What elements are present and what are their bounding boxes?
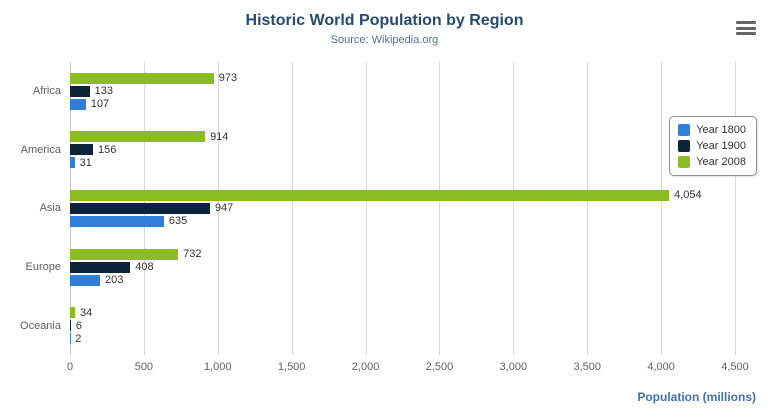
bar-row: 914: [70, 130, 735, 143]
hamburger-icon[interactable]: [736, 21, 756, 35]
gridline: [661, 62, 663, 355]
x-tick-label: 2,500: [425, 361, 454, 373]
bar-group-europe: Europe 732 408 203: [26, 238, 735, 297]
bar-africa-year-2008[interactable]: [70, 72, 214, 84]
bar-value-label: 133: [94, 85, 113, 98]
legend-swatch: [678, 140, 691, 152]
bar-value-label: 635: [168, 215, 188, 228]
bar-europe-year-1800[interactable]: [70, 274, 100, 286]
bar-europe-year-1900[interactable]: [70, 261, 131, 273]
bar-row: 31: [70, 156, 735, 169]
bar-row: 732: [70, 248, 735, 261]
bar-group-oceania: Oceania 34 6 2: [20, 296, 735, 355]
plot-area: Africa 973 133 107 America 914 156 31 Asia 4,054 9…: [20, 62, 736, 355]
bar-value-label: 34: [80, 306, 93, 319]
x-tick-label: 0: [66, 361, 74, 373]
chart-title: Historic World Population by Region: [245, 12, 524, 29]
bar-row: 34: [70, 306, 735, 319]
hamburger-bar: [736, 26, 756, 30]
bar-row: 6: [70, 319, 735, 332]
category-label: Europe: [25, 261, 61, 274]
hamburger-bar: [736, 32, 756, 35]
x-tick-label: 4,000: [647, 361, 675, 373]
bar-value-label: 914: [210, 130, 229, 143]
x-tick-label: 1,500: [277, 361, 306, 373]
category-label: Asia: [39, 202, 61, 215]
legend-label: Year 1900: [696, 140, 746, 152]
legend-label: Year 2008: [696, 156, 746, 168]
bar-oceania-year-2008[interactable]: [70, 307, 76, 319]
x-tick-label: 500: [134, 361, 154, 373]
x-tick-label: 3,000: [499, 361, 528, 373]
bar-value-label: 107: [90, 98, 110, 111]
x-axis-title: Population (millions): [637, 390, 756, 404]
gridline: [439, 62, 441, 355]
bar-row: 4,054: [70, 189, 735, 202]
bar-asia-year-1900[interactable]: [70, 202, 210, 214]
bar-row: 133: [70, 85, 735, 98]
category-label: America: [20, 143, 61, 156]
legend-swatch: [678, 124, 691, 136]
bar-row: 156: [70, 143, 735, 156]
bar-value-label: 408: [135, 261, 154, 274]
hamburger-bar: [736, 21, 756, 24]
bar-asia-year-2008[interactable]: [70, 189, 670, 201]
bar-row: 2: [70, 332, 735, 345]
legend: Year 1800 Year 1900 Year 2008: [669, 116, 757, 176]
bar-africa-year-1900[interactable]: [70, 85, 90, 97]
bar-value-label: 2: [75, 332, 82, 345]
x-tick-label: 4,500: [721, 361, 749, 373]
x-tick-label: 3,500: [573, 361, 601, 373]
bar-america-year-1800[interactable]: [70, 157, 75, 169]
bar-value-label: 156: [98, 143, 117, 156]
bar-row: 107: [70, 98, 735, 111]
bar-value-label: 732: [183, 248, 202, 261]
bar-group-asia: Asia 4,054 947 635: [40, 179, 735, 238]
bar-value-label: 947: [214, 202, 234, 215]
bar-oceania-year-1900[interactable]: [70, 320, 71, 332]
legend-swatch: [678, 156, 691, 168]
gridline: [513, 62, 515, 355]
category-label: Oceania: [20, 319, 61, 332]
bar-row: 635: [70, 215, 735, 228]
bar-value-label: 973: [218, 72, 238, 85]
bar-africa-year-1800[interactable]: [70, 98, 86, 110]
bar-asia-year-1800[interactable]: [70, 215, 164, 227]
gridline: [587, 62, 589, 355]
bar-group-africa: Africa 973 133 107: [33, 62, 735, 121]
bar-value-label: 31: [79, 156, 92, 169]
bar-groups: Africa 973 133 107 America 914 156 31 Asia 4,054 9…: [20, 62, 735, 355]
gridline: [291, 62, 293, 355]
x-tick-label: 1,000: [204, 361, 232, 373]
bar-value-label: 203: [104, 274, 124, 287]
bar-europe-year-2008[interactable]: [70, 248, 179, 260]
gridline: [365, 62, 367, 355]
bar-america-year-2008[interactable]: [70, 131, 206, 143]
bar-row: 408: [70, 261, 735, 274]
bar-row: 973: [70, 72, 735, 85]
bar-row: 947: [70, 202, 735, 215]
bar-america-year-1900[interactable]: [70, 144, 94, 156]
legend-item-year-1900[interactable]: Year 1900: [678, 140, 746, 152]
bar-group-america: America 914 156 31: [21, 121, 735, 180]
chart-subtitle: Source: Wikipedia.org: [330, 34, 439, 46]
gridline: [217, 62, 219, 355]
bar-row: 203: [70, 274, 735, 287]
bar-value-label: 6: [75, 319, 82, 332]
legend-item-year-1800[interactable]: Year 1800: [678, 124, 746, 136]
legend-label: Year 1800: [696, 124, 746, 136]
category-label: Africa: [32, 85, 61, 98]
x-axis: 0 500 1,000 1,500 2,000 2,500 3,000 3,500 4,000 4…: [66, 361, 749, 375]
bar-value-label: 4,054: [674, 189, 702, 202]
legend-item-year-2008[interactable]: Year 2008: [678, 156, 746, 168]
gridline: [735, 62, 736, 355]
x-tick-label: 2,000: [351, 361, 380, 373]
